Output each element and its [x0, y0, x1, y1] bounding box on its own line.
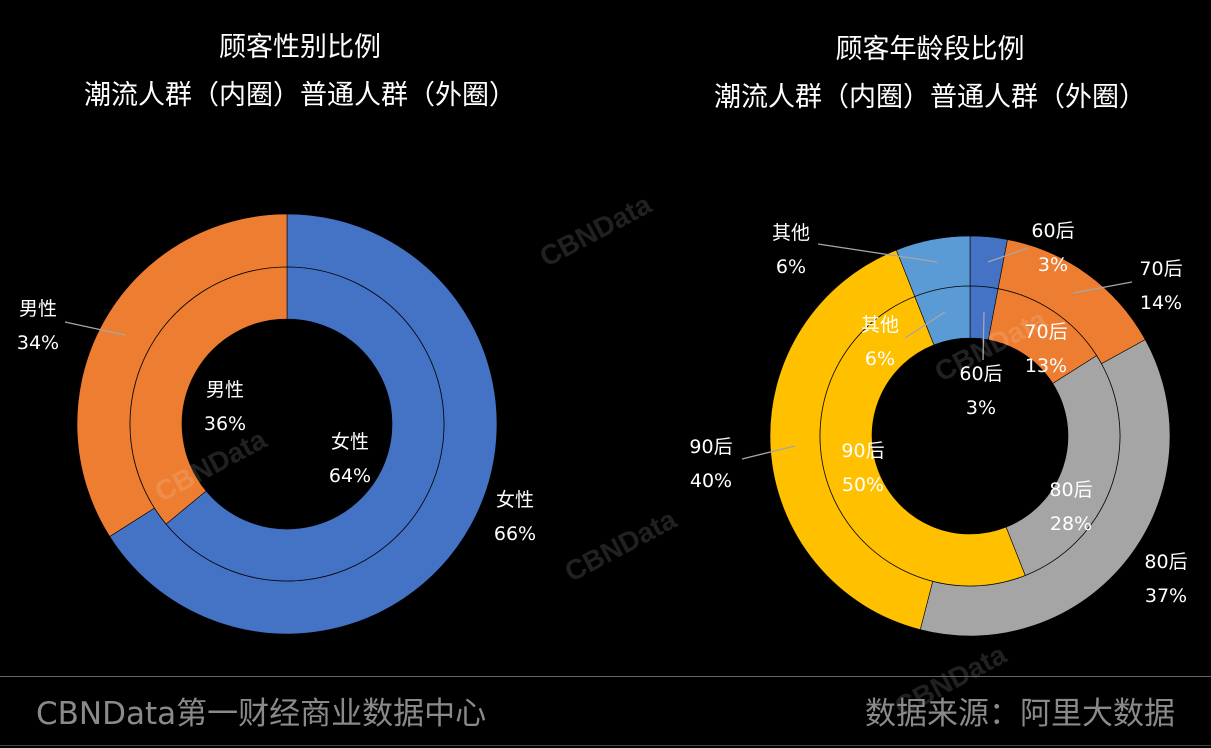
age-chart-title: 顾客年龄段比例 潮流人群（内圈）普通人群（外圈）	[680, 26, 1180, 122]
inner-80s-category-label: 80后	[1049, 479, 1092, 501]
inner-80s-percent-label: 28%	[1050, 513, 1092, 535]
inner-slice-male	[129, 266, 288, 525]
footer-source: 数据来源：阿里大数据	[865, 696, 1175, 732]
inner-90s-percent-label: 50%	[842, 474, 884, 496]
inner-slice-90s	[819, 296, 1026, 587]
outer-60s-category-label: 60后	[1031, 220, 1074, 242]
inner-female-category-label: 女性	[331, 431, 369, 453]
inner-70s-category-label: 70后	[1024, 321, 1067, 343]
inner-other-percent-label: 6%	[865, 348, 895, 370]
outer-90s-leader-line	[741, 445, 796, 460]
outer-male-leader-line	[64, 321, 126, 336]
charts-canvas: 女性 64% 男性 36% 女性 66% 男性 34% 60后 3% 70后 13% 80后 28% 90…	[17, 213, 1188, 637]
inner-male-percent-label: 36%	[204, 413, 246, 435]
outer-slice-80s	[919, 339, 1171, 637]
outer-other-category-label: 其他	[772, 222, 810, 244]
inner-other-leader-line	[904, 311, 946, 339]
inner-slice-female	[165, 266, 445, 582]
inner-90s-category-label: 90后	[841, 440, 884, 462]
outer-70s-leader-line	[1072, 281, 1133, 294]
ring-boundary	[129, 266, 445, 582]
gender-chart-title: 顾客性别比例 潮流人群（内圈）普通人群（外圈）	[30, 24, 570, 120]
outer-80s-category-label: 80后	[1144, 551, 1187, 573]
outer-90s-category-label: 90后	[689, 436, 732, 458]
outer-male-percent-label: 34%	[17, 332, 59, 354]
age-chart-title-line2: 潮流人群（内圈）普通人群（外圈）	[714, 82, 1146, 113]
outer-60s-percent-label: 3%	[1038, 254, 1068, 276]
outer-80s-percent-label: 37%	[1145, 585, 1187, 607]
footer-brand: CBNData第一财经商业数据中心	[36, 696, 487, 732]
outer-female-percent-label: 66%	[494, 523, 536, 545]
inner-male-category-label: 男性	[206, 379, 244, 401]
bottom-divider	[0, 745, 1211, 746]
outer-60s-leader-line	[987, 247, 1029, 263]
outer-male-category-label: 男性	[19, 298, 57, 320]
gender-chart-title-line1: 顾客性别比例	[219, 32, 381, 63]
inner-60s-leader-line	[982, 311, 985, 361]
inner-slice-other	[914, 285, 971, 346]
gender-donut-chart: 女性 64% 男性 36% 女性 66% 男性 34%	[17, 213, 536, 635]
inner-70s-percent-label: 13%	[1025, 355, 1067, 377]
ring-boundary	[819, 285, 1121, 587]
outer-70s-percent-label: 14%	[1140, 292, 1182, 314]
inner-60s-percent-label: 3%	[966, 397, 996, 419]
gender-chart-title-line2: 潮流人群（内圈）普通人群（外圈）	[84, 80, 516, 111]
inner-female-percent-label: 64%	[329, 465, 371, 487]
footer-divider	[0, 676, 1211, 677]
outer-90s-percent-label: 40%	[690, 470, 732, 492]
inner-slice-80s	[1005, 355, 1121, 576]
outer-other-percent-label: 6%	[776, 256, 806, 278]
outer-female-category-label: 女性	[496, 489, 534, 511]
outer-70s-category-label: 70后	[1139, 258, 1182, 280]
inner-other-category-label: 其他	[861, 314, 899, 336]
inner-60s-category-label: 60后	[959, 363, 1002, 385]
outer-other-leader-line	[817, 243, 938, 263]
age-donut-chart: 60后 3% 70后 13% 80后 28% 90后 50% 其他 6% 60后 3% 70后 14% 80…	[689, 220, 1188, 637]
age-chart-title-line1: 顾客年龄段比例	[835, 34, 1025, 65]
